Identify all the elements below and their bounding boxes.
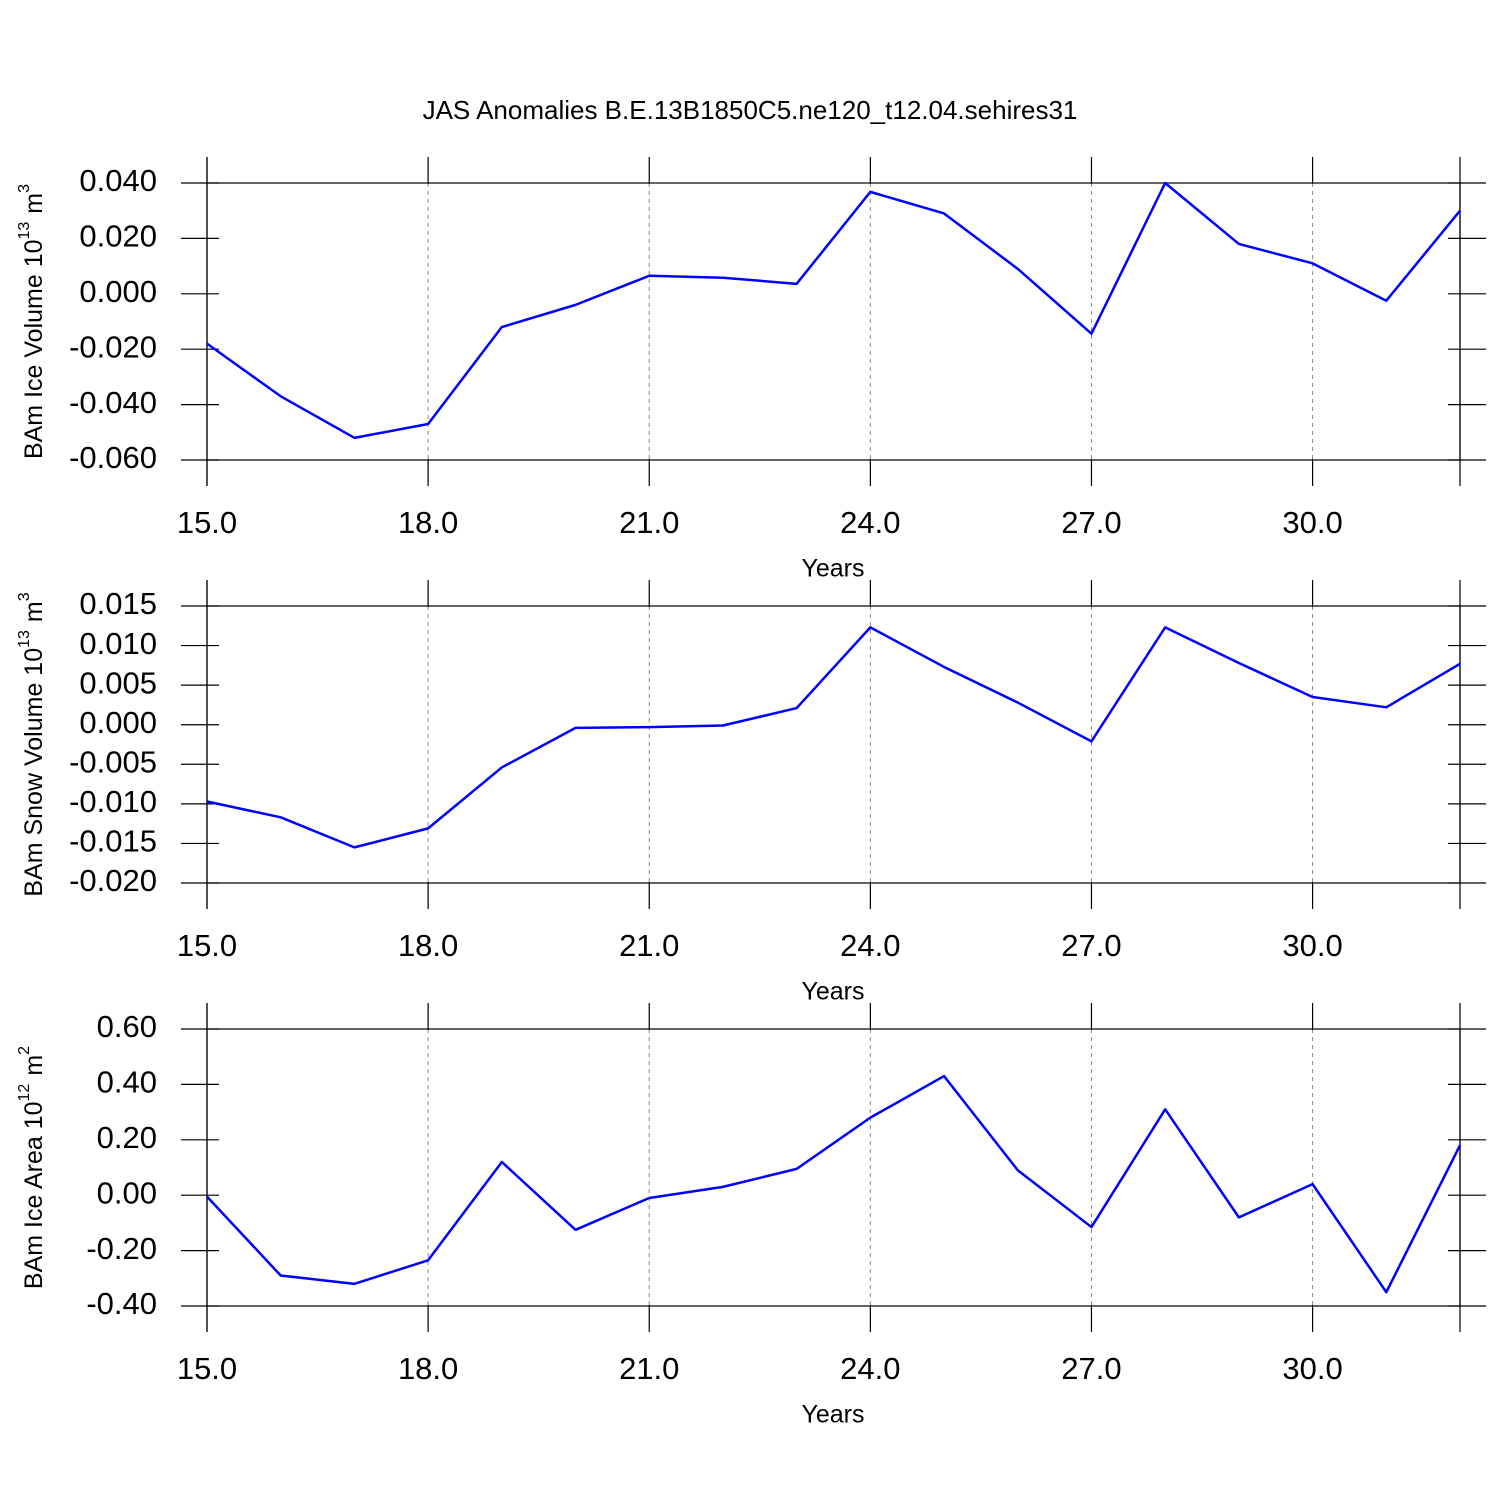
y-tick-label: -0.020 bbox=[69, 863, 157, 898]
data-line bbox=[206, 1074, 1462, 1294]
y-axis-label-part: BAm Ice Area 10 bbox=[20, 1101, 48, 1289]
x-tick-label: 18.0 bbox=[398, 1351, 458, 1386]
x-tick-label: 24.0 bbox=[840, 1351, 900, 1386]
y-tick-label: 0.000 bbox=[79, 274, 157, 309]
y-axis-label-superscript: 2 bbox=[16, 1046, 33, 1055]
y-tick-label: 0.015 bbox=[79, 586, 157, 621]
y-tick-label: -0.020 bbox=[69, 329, 157, 364]
y-tick-label: -0.015 bbox=[69, 824, 157, 859]
plot-frame bbox=[206, 1028, 1461, 1307]
y-tick-label: -0.060 bbox=[69, 440, 157, 475]
y-axis-label-superscript: 3 bbox=[16, 184, 33, 193]
x-tick-label: 18.0 bbox=[398, 505, 458, 540]
x-tick-label: 15.0 bbox=[177, 1351, 237, 1386]
x-tick-label: 15.0 bbox=[177, 928, 237, 963]
x-tick-label: 27.0 bbox=[1061, 505, 1121, 540]
y-tick-label: 0.20 bbox=[97, 1120, 157, 1155]
x-tick-label: 15.0 bbox=[177, 505, 237, 540]
y-axis-label-part: m bbox=[20, 1055, 48, 1076]
y-tick-label: -0.010 bbox=[69, 784, 157, 819]
y-tick-label: 0.000 bbox=[79, 705, 157, 740]
y-tick-label: 0.60 bbox=[97, 1009, 157, 1044]
y-tick-label: 0.00 bbox=[97, 1175, 157, 1210]
data-line bbox=[206, 181, 1461, 440]
y-tick-label: 0.020 bbox=[79, 219, 157, 254]
y-tick-label: -0.20 bbox=[86, 1231, 157, 1266]
x-tick-label: 30.0 bbox=[1282, 1351, 1342, 1386]
y-tick-label: -0.040 bbox=[69, 385, 157, 420]
x-axis-label: Years bbox=[801, 1401, 864, 1429]
x-tick-label: 27.0 bbox=[1061, 1351, 1121, 1386]
y-tick-label: -0.005 bbox=[69, 744, 157, 779]
x-tick-label: 24.0 bbox=[840, 505, 900, 540]
x-tick-label: 18.0 bbox=[398, 928, 458, 963]
data-line bbox=[206, 626, 1461, 849]
plot-frame bbox=[206, 182, 1461, 461]
y-tick-label: -0.40 bbox=[86, 1286, 157, 1321]
x-tick-label: 21.0 bbox=[619, 505, 679, 540]
x-tick-label: 30.0 bbox=[1282, 505, 1342, 540]
y-axis-label: BAm Snow Volume 1013 m3 bbox=[16, 592, 47, 896]
y-axis-label-superscript: 13 bbox=[16, 222, 33, 240]
y-tick-label: 0.010 bbox=[79, 626, 157, 661]
x-tick-label: 30.0 bbox=[1282, 928, 1342, 963]
y-axis-label-superscript: 3 bbox=[16, 592, 33, 601]
x-axis-label: Years bbox=[801, 978, 864, 1006]
x-tick-label: 24.0 bbox=[840, 928, 900, 963]
y-axis-label-part: m bbox=[20, 193, 48, 214]
y-axis-label-part: BAm Ice Volume 10 bbox=[20, 239, 48, 459]
y-axis-label-superscript: 12 bbox=[16, 1084, 33, 1102]
y-axis-label-part: m bbox=[20, 601, 48, 622]
x-tick-label: 27.0 bbox=[1061, 928, 1121, 963]
y-axis-label: BAm Ice Volume 1013 m3 bbox=[16, 184, 47, 459]
x-tick-label: 21.0 bbox=[619, 928, 679, 963]
y-axis-label: BAm Ice Area 1012 m2 bbox=[16, 1046, 47, 1289]
x-axis-label: Years bbox=[801, 555, 864, 583]
plot-frame bbox=[206, 605, 1461, 884]
x-tick-label: 21.0 bbox=[619, 1351, 679, 1386]
y-axis-label-part: BAm Snow Volume 10 bbox=[20, 648, 48, 897]
y-tick-label: 0.40 bbox=[97, 1065, 157, 1100]
chart-title: JAS Anomalies B.E.13B1850C5.ne120_t12.04… bbox=[423, 95, 1078, 125]
y-axis-label-superscript: 13 bbox=[16, 630, 33, 648]
y-tick-label: 0.040 bbox=[79, 163, 157, 198]
y-tick-label: 0.005 bbox=[79, 665, 157, 700]
